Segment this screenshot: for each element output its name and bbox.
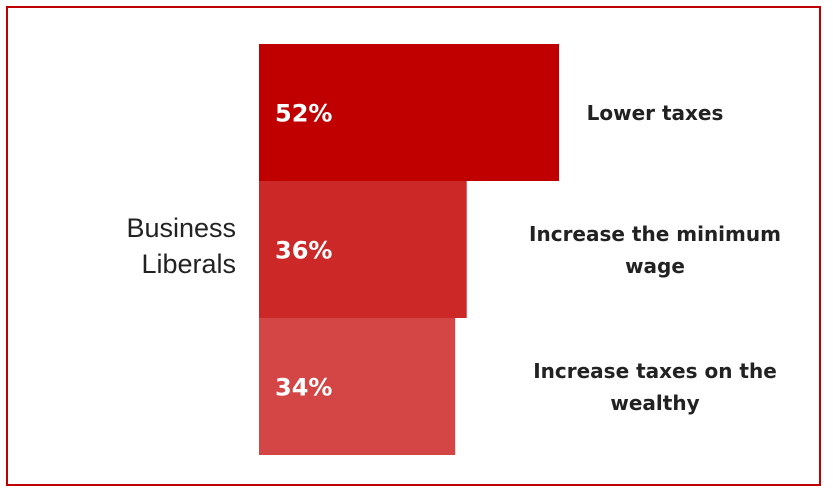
category-label-3-line-1: Increase taxes on the <box>533 358 777 383</box>
category-label-2: Increase the minimum wage <box>495 218 815 282</box>
bar-1 <box>259 44 560 181</box>
group-label-line-2: Liberals <box>141 249 236 279</box>
bar-1-value-label: 52% <box>275 100 332 128</box>
bar-3 <box>259 318 456 455</box>
group-label-line-1: Business <box>126 213 236 243</box>
category-label-3: Increase taxes on the wealthy <box>495 355 815 419</box>
bar-2 <box>259 181 467 318</box>
category-label-2-line-2: wage <box>625 253 685 278</box>
bar-2-value-label: 36% <box>275 237 332 265</box>
chart-frame <box>6 6 821 486</box>
bar-3-value-label: 34% <box>275 374 332 402</box>
category-label-2-line-1: Increase the minimum <box>529 221 781 246</box>
category-label-3-line-2: wealthy <box>610 390 700 415</box>
category-label-1: Lower taxes <box>495 97 815 129</box>
category-label-1-line-1: Lower taxes <box>586 100 724 125</box>
group-label: Business Liberals <box>86 210 236 282</box>
